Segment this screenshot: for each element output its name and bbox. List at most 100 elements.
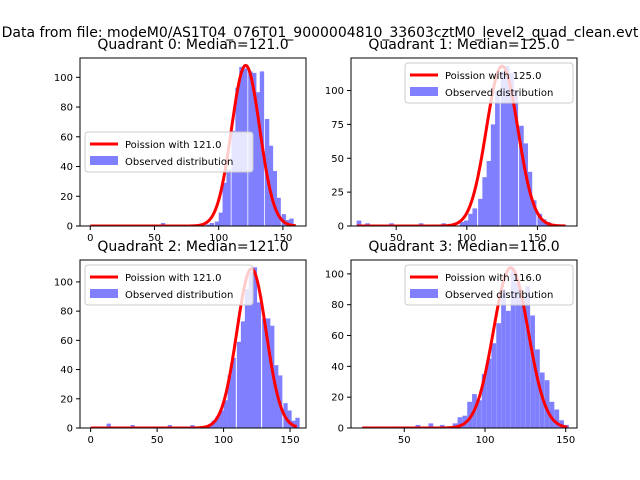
histogram-bar [276, 197, 281, 226]
y-tick-label: 100 [325, 86, 344, 97]
histogram-bar [467, 401, 472, 428]
legend-box [84, 131, 254, 173]
histogram-bar [531, 200, 537, 226]
histogram-bar [252, 72, 257, 226]
x-tick-label: 150 [281, 435, 300, 446]
subplot-title: Quadrant 0: Median=121.0 [97, 37, 288, 53]
histogram-bar [495, 90, 500, 226]
y-tick-label: 20 [60, 192, 73, 203]
histogram-bar [491, 343, 497, 428]
x-tick-label: 100 [475, 435, 494, 446]
histogram-bar [214, 221, 220, 226]
histogram-bar [106, 423, 111, 428]
legend: Poission with 125.0 Observed distribution [404, 62, 574, 104]
legend: Poission with 121.0 Observed distribution [84, 264, 254, 306]
histogram-bar [519, 125, 524, 226]
histogram-bar [226, 169, 231, 226]
histogram-bar [476, 400, 482, 428]
legend: Poission with 121.0 Observed distribution [84, 131, 254, 173]
x-tick-label: 50 [148, 233, 161, 244]
histogram-bar [520, 298, 526, 428]
histogram-bar [537, 213, 543, 226]
subplot-title: Quadrant 1: Median=125.0 [368, 37, 559, 53]
histogram-bar [457, 417, 463, 428]
y-tick-label: 40 [60, 162, 73, 173]
y-tick-label: 80 [60, 103, 73, 114]
x-tick-label: 100 [209, 233, 228, 244]
legend-hist-label: Observed distribution [445, 290, 553, 301]
y-tick-label: 40 [60, 365, 73, 376]
subplot-grid: 0 50 100 150 0 20 40 60 80 100 Quadrant 0: Median=… [54, 37, 578, 446]
y-tick-label: 100 [54, 277, 73, 288]
y-tick-label: 25 [331, 188, 344, 199]
figure-suptitle: Data from file: modeM0/AS1T04_076T01_900… [2, 25, 639, 41]
histogram-bar [481, 374, 487, 428]
legend-hist-label: Observed distribution [445, 88, 553, 99]
legend-fit-label: Poission with 121.0 [125, 273, 221, 284]
histogram-bar [266, 318, 271, 428]
histogram-bar [227, 375, 232, 428]
y-tick-label: 100 [54, 73, 73, 84]
histogram-bar [244, 289, 250, 428]
histogram-bar [223, 400, 228, 428]
histogram-bar [510, 269, 516, 428]
histogram-bar [415, 424, 421, 428]
poisson-fit-line [355, 64, 567, 226]
legend-fit-label: Poission with 116.0 [445, 273, 541, 284]
histogram-bar [490, 124, 496, 226]
histogram-bar [549, 401, 555, 428]
histogram-bar [255, 92, 261, 226]
axes-frame [350, 259, 578, 429]
histogram-bar [209, 223, 215, 226]
legend-fit-label: Poission with 125.0 [445, 71, 541, 82]
histogram-bar [525, 286, 531, 428]
y-tick-label: 50 [331, 154, 344, 165]
histogram-bar [231, 357, 236, 428]
plot-area [355, 64, 567, 226]
legend-fit-label: Poission with 121.0 [125, 140, 221, 151]
histogram-bar [240, 321, 246, 428]
legend-box [404, 264, 574, 306]
histogram-bar [468, 213, 473, 226]
histogram-bar [496, 323, 502, 428]
legend-box [404, 62, 574, 104]
x-tick-label: 150 [556, 435, 575, 446]
subplot-title: Quadrant 3: Median=116.0 [368, 239, 559, 255]
y-tick-label: 0 [338, 222, 344, 233]
x-tick-label: 150 [528, 233, 547, 244]
subplot-quadrant-3: 50 100 150 0 20 40 60 80 100 Quadrant 3: Median=1… [325, 239, 578, 446]
legend-hist-label: Observed distribution [125, 157, 233, 168]
histogram-bar [295, 417, 300, 428]
histogram-bar [509, 72, 514, 226]
y-tick-label: 0 [67, 222, 73, 233]
y-tick-label: 60 [60, 132, 73, 143]
y-tick-label: 0 [338, 424, 344, 435]
y-tick-label: 20 [331, 393, 344, 404]
x-tick-label: 100 [457, 233, 476, 244]
legend-box [84, 264, 254, 306]
histogram-bar [486, 358, 492, 428]
histogram-bar [464, 220, 469, 226]
y-tick-label: 60 [331, 331, 344, 342]
histogram-bar [256, 302, 262, 428]
histogram-bar [500, 71, 506, 226]
histogram-bar [274, 365, 279, 428]
x-tick-label: 50 [398, 435, 411, 446]
subplot-quadrant-1: 50 100 150 0 25 50 75 100 Quadrant 1: Median=125… [325, 37, 578, 244]
histogram-bar [262, 318, 267, 428]
histogram-bar [248, 271, 254, 428]
axes-frame [79, 57, 307, 227]
histogram-bar [513, 90, 519, 226]
x-tick-label: 100 [214, 435, 233, 446]
histogram-bar [268, 145, 274, 226]
axes-frame [79, 259, 307, 429]
x-tick-label: 150 [273, 233, 292, 244]
histogram-bar [505, 310, 511, 428]
y-tick-label: 0 [67, 424, 73, 435]
histogram-bar [501, 289, 506, 428]
histogram-bar [219, 410, 224, 428]
histogram-bar [205, 224, 211, 226]
histogram-bar [486, 160, 492, 226]
plot-area [89, 267, 300, 428]
histogram-bar [215, 416, 220, 428]
